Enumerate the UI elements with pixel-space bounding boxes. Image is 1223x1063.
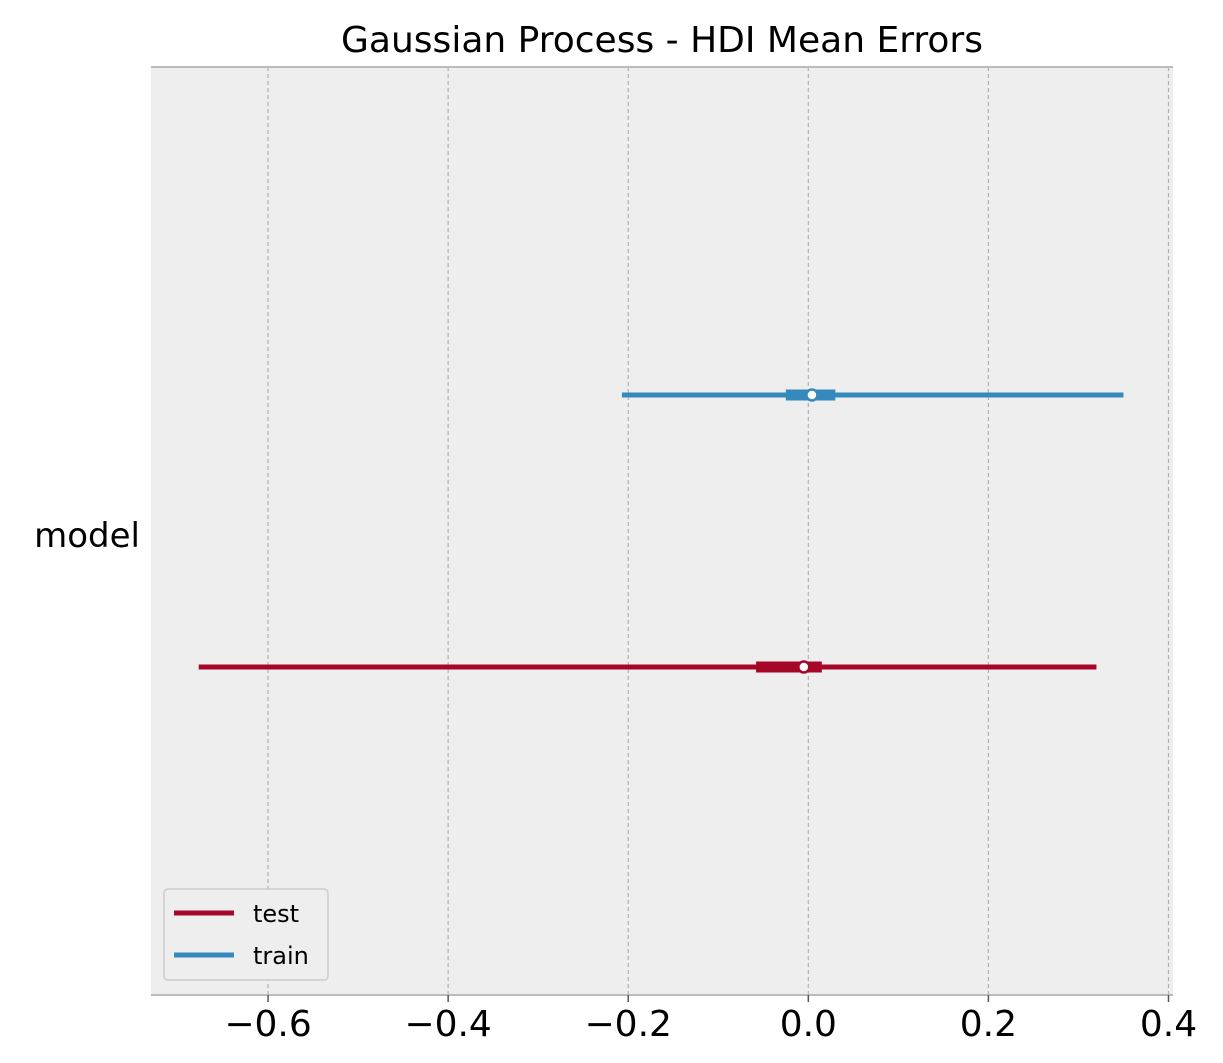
chart-title: Gaussian Process - HDI Mean Errors <box>341 20 983 61</box>
x-tick-label: 0.2 <box>960 1004 1017 1045</box>
plot-background <box>151 67 1173 995</box>
x-axis-ticks: −0.6 −0.4 −0.2 0.0 0.2 0.4 <box>224 995 1197 1045</box>
point-estimate <box>797 660 811 674</box>
legend-label-train: train <box>253 942 309 970</box>
series-train <box>621 388 1124 402</box>
x-tick-label: −0.6 <box>224 1004 311 1045</box>
legend: test train <box>163 888 329 981</box>
point-estimate <box>805 388 819 402</box>
series-test <box>198 660 1097 674</box>
x-tick-label: 0.0 <box>780 1004 837 1045</box>
series-group <box>198 388 1124 674</box>
legend-label-test: test <box>253 900 299 928</box>
y-category-label: model <box>34 516 140 556</box>
x-tick-label: −0.2 <box>585 1004 672 1045</box>
x-tick-label: −0.4 <box>404 1004 491 1045</box>
x-gridlines <box>267 67 1170 995</box>
x-tick-label: 0.4 <box>1140 1004 1197 1045</box>
